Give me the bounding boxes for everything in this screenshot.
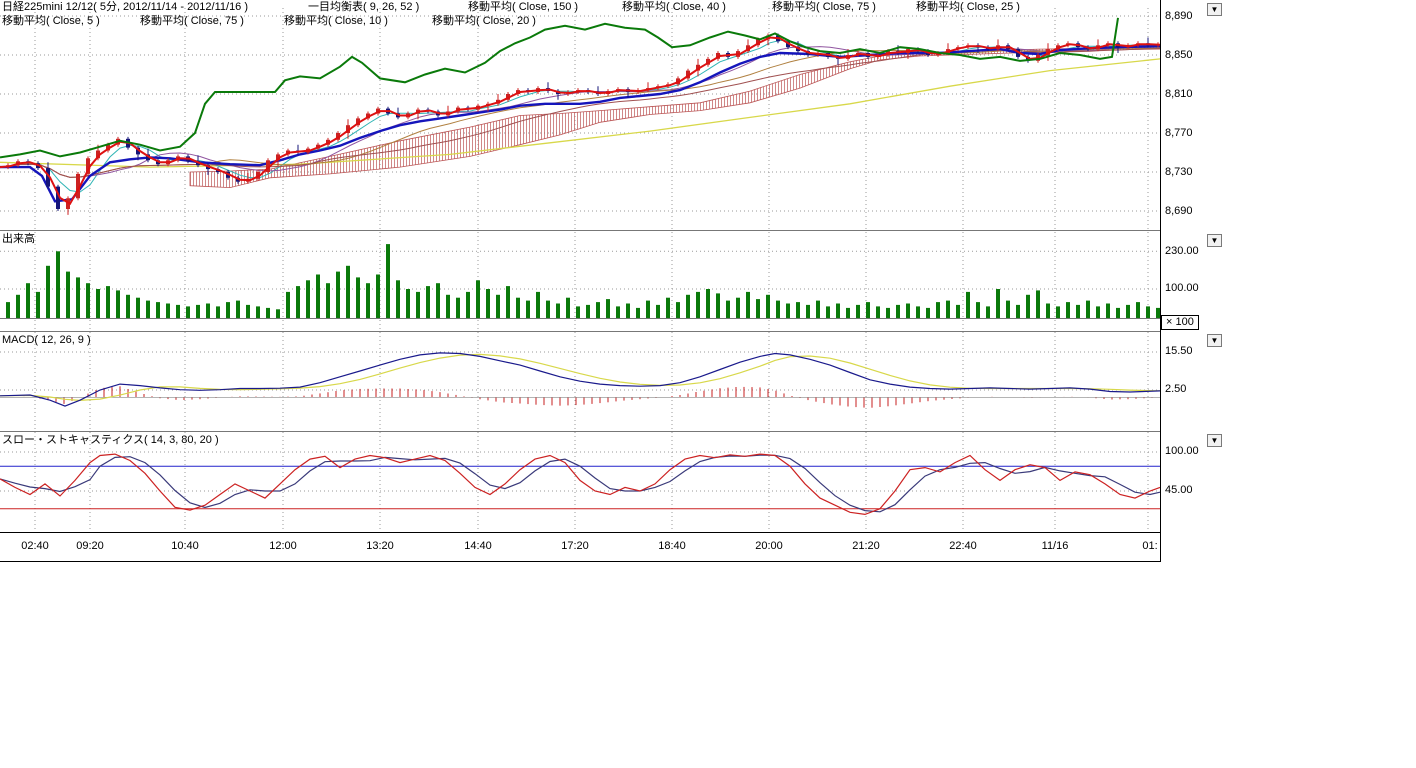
volume-scale-dropdown[interactable]: ▼ [1207,234,1222,247]
chevron-down-icon: ▼ [1211,5,1219,14]
volume-tick-label: 230.00 [1165,245,1199,257]
time-tick-label: 14:40 [456,540,500,552]
stoch-tick-label: 100.00 [1165,445,1199,457]
price-tick-label: 8,690 [1165,205,1193,217]
time-tick-label: 02:40 [13,540,57,552]
indicator-label-ma40: 移動平均( Close, 40 ) [622,1,726,14]
indicator-label-ma75-b: 移動平均( Close, 75 ) [140,15,244,28]
time-tick-label: 22:40 [941,540,985,552]
stoch-scale-dropdown[interactable]: ▼ [1207,434,1222,447]
price-tick-label: 8,810 [1165,88,1193,100]
indicator-label-ma20: 移動平均( Close, 20 ) [432,15,536,28]
volume-panel-title: 出来高 [2,233,35,246]
time-tick-label: 10:40 [163,540,207,552]
time-tick-label: 13:20 [358,540,402,552]
stoch-panel-title: スロー・ストキャスティクス( 14, 3, 80, 20 ) [2,434,219,447]
indicator-label-ma10: 移動平均( Close, 10 ) [284,15,388,28]
time-tick-label: 20:00 [747,540,791,552]
price-tick-label: 8,890 [1165,10,1193,22]
chevron-down-icon: ▼ [1211,336,1219,345]
time-tick-label: 12:00 [261,540,305,552]
time-tick-label: 21:20 [844,540,888,552]
indicator-label-ma5: 移動平均( Close, 5 ) [2,15,100,28]
chart-window: 日経225mini 12/12( 5分, 2012/11/14 - 2012/1… [0,0,1416,768]
chevron-down-icon: ▼ [1211,436,1219,445]
macd-tick-label: 2.50 [1165,383,1186,395]
indicator-label-ma150: 移動平均( Close, 150 ) [468,1,578,14]
macd-scale-dropdown[interactable]: ▼ [1207,334,1222,347]
indicator-label-ma75: 移動平均( Close, 75 ) [772,1,876,14]
chart-canvas[interactable] [0,0,1416,768]
indicator-label-ma25: 移動平均( Close, 25 ) [916,1,1020,14]
volume-tick-label: 100.00 [1165,282,1199,294]
chevron-down-icon: ▼ [1211,236,1219,245]
time-tick-label: 01: [1128,540,1172,552]
symbol-period-label: 日経225mini 12/12( 5分, 2012/11/14 - 2012/1… [2,1,248,14]
price-tick-label: 8,770 [1165,127,1193,139]
time-tick-label: 09:20 [68,540,112,552]
time-tick-label: 18:40 [650,540,694,552]
stoch-tick-label: 45.00 [1165,484,1193,496]
time-tick-label: 17:20 [553,540,597,552]
main-scale-dropdown[interactable]: ▼ [1207,3,1222,16]
time-tick-label: 11/16 [1033,540,1077,552]
indicator-label-ichimoku: 一目均衡表( 9, 26, 52 ) [308,1,419,14]
price-tick-label: 8,850 [1165,49,1193,61]
volume-unit-badge: × 100 [1161,315,1199,330]
macd-tick-label: 15.50 [1165,345,1193,357]
price-tick-label: 8,730 [1165,166,1193,178]
macd-panel-title: MACD( 12, 26, 9 ) [2,334,91,347]
